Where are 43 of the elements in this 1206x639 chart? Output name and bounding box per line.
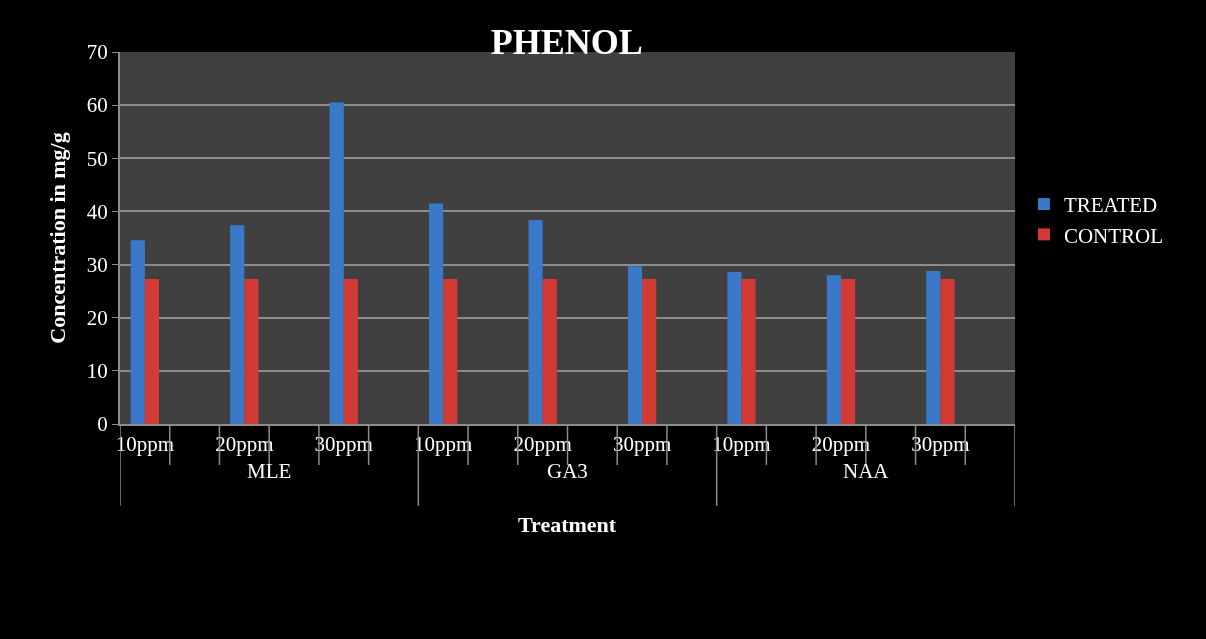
x-tick-label: 10ppm	[712, 432, 771, 457]
bar	[244, 278, 259, 424]
y-tick-label: 60	[86, 93, 108, 118]
bar	[840, 278, 856, 424]
x-tick-label: 30ppm	[314, 432, 373, 457]
bar	[230, 225, 245, 424]
chart-title: PHENOL	[490, 21, 643, 62]
bar	[130, 240, 145, 424]
bar	[727, 272, 742, 424]
x-axis-title: Treatment	[518, 512, 617, 537]
x-tick-label: 10ppm	[115, 432, 175, 457]
bar	[741, 278, 756, 424]
text: GA3	[547, 459, 588, 483]
text: NAA	[843, 459, 890, 483]
bar	[329, 102, 344, 424]
bar	[940, 278, 955, 424]
y-tick-label: 0	[97, 412, 108, 437]
legend-label: CONTROL	[1063, 223, 1164, 248]
bar	[826, 275, 841, 424]
bar	[627, 266, 643, 424]
bar	[528, 219, 543, 424]
text: MLE	[247, 459, 292, 483]
y-tick-label: 20	[86, 306, 108, 331]
x-tick-label: 30ppm	[612, 432, 672, 457]
y-axis-title: Concentration in mg/g	[45, 132, 71, 344]
bar	[144, 278, 160, 424]
y-tick-label: 70	[86, 40, 108, 65]
x-tick-label: 20ppm	[215, 432, 274, 457]
x-tick-label: 10ppm	[414, 432, 473, 457]
y-tick-label: 50	[86, 146, 108, 171]
bar	[642, 278, 657, 424]
legend-label: TREATED	[1063, 193, 1158, 218]
bar	[343, 278, 358, 424]
bar	[926, 270, 941, 424]
bar	[542, 278, 557, 424]
y-tick-label: 10	[86, 359, 108, 384]
y-tick-label: 30	[86, 252, 108, 277]
x-tick-label: 20ppm	[513, 432, 572, 457]
bar	[429, 203, 444, 424]
x-tick-label: 30ppm	[911, 432, 970, 457]
bar	[443, 278, 458, 424]
x-tick-label: 20ppm	[811, 432, 871, 457]
y-tick-label: 40	[86, 199, 108, 224]
